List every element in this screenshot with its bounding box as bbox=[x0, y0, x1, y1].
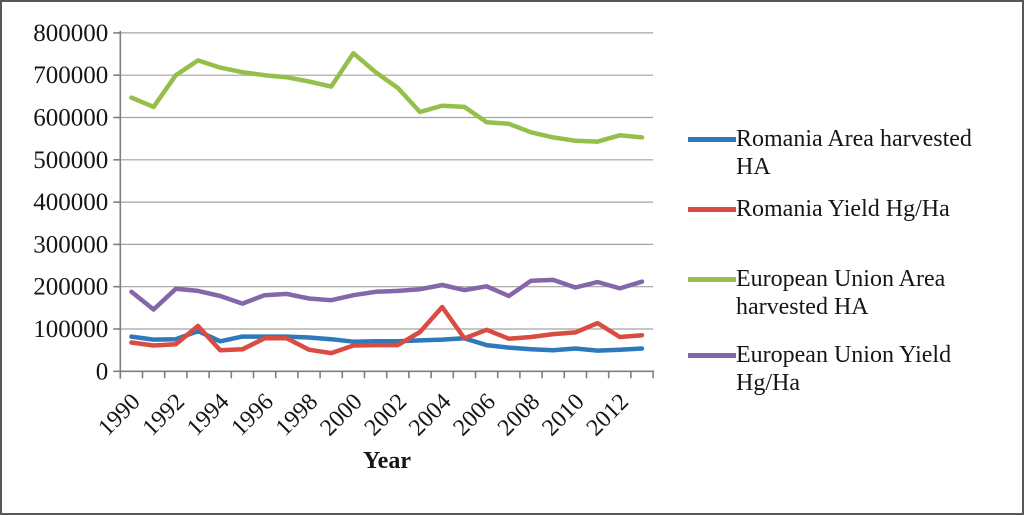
x-tick-label: 1990 bbox=[93, 389, 145, 441]
y-tick-label: 200000 bbox=[33, 274, 108, 301]
legend-label: Romania Yield Hg/Ha bbox=[736, 196, 950, 222]
y-tick-label: 600000 bbox=[33, 105, 108, 132]
x-tick-label: 1998 bbox=[271, 389, 323, 441]
y-tick-label: 700000 bbox=[33, 62, 108, 89]
x-tick-label: 2006 bbox=[449, 389, 501, 441]
legend-line-swatch bbox=[688, 353, 736, 358]
legend-label: Romania Area harvested HA bbox=[736, 126, 972, 180]
x-tick-label: 1992 bbox=[138, 389, 190, 441]
legend-item: Romania Area harvested HA bbox=[688, 126, 994, 181]
legend-item: European Union Yield Hg/Ha bbox=[688, 342, 994, 397]
x-tick-label: 2000 bbox=[315, 389, 367, 441]
x-tick-label: 2010 bbox=[537, 389, 589, 441]
x-tick-label: 1996 bbox=[227, 389, 279, 441]
x-tick-label: 1994 bbox=[182, 389, 234, 441]
legend-line-swatch bbox=[688, 137, 736, 142]
series-line-romania-area-harvested-ha bbox=[129, 328, 645, 353]
legend-label: European Union Area harvested HA bbox=[736, 266, 946, 320]
series-line-romania-yield-hg-ha bbox=[129, 304, 645, 356]
legend-line-swatch bbox=[688, 277, 736, 282]
series-line-european-union-yield-hg-ha bbox=[129, 277, 645, 312]
y-tick-label: 800000 bbox=[33, 20, 108, 47]
y-tick-label: 300000 bbox=[33, 231, 108, 258]
x-tick-label: 2008 bbox=[493, 389, 545, 441]
legend-line-swatch bbox=[688, 207, 736, 212]
y-tick-label: 0 bbox=[96, 358, 109, 385]
legend-item: Romania Yield Hg/Ha bbox=[688, 196, 994, 224]
y-tick-label: 500000 bbox=[33, 147, 108, 174]
y-tick-label: 400000 bbox=[33, 189, 108, 216]
x-tick-label: 2002 bbox=[360, 389, 412, 441]
legend-label: European Union Yield Hg/Ha bbox=[736, 342, 952, 396]
x-axis-title: Year bbox=[363, 448, 411, 474]
x-tick-label: 2012 bbox=[582, 389, 634, 441]
series-line-european-union-area-harvested-ha bbox=[129, 50, 645, 144]
x-tick-label: 2004 bbox=[404, 389, 456, 441]
legend-item: European Union Area harvested HA bbox=[688, 266, 994, 321]
y-tick-label: 100000 bbox=[33, 316, 108, 343]
